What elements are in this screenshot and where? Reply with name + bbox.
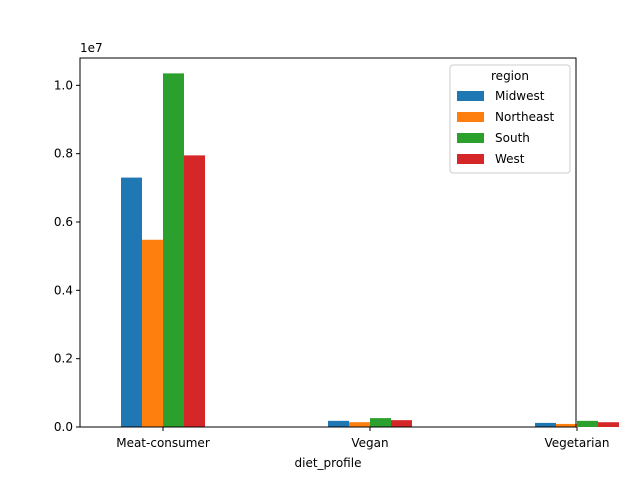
plot-frame (79, 57, 577, 428)
legend-swatch-midwest (457, 91, 484, 101)
y-tick-label: 0.6 (54, 215, 73, 229)
x-tick-label: Vegan (351, 436, 388, 450)
bar-west-vegetarian (598, 422, 619, 427)
legend-items: Midwest Northeast South West (457, 89, 555, 166)
y-offset-text: 1e7 (80, 41, 103, 55)
legend-label-west: West (495, 152, 525, 166)
legend-title: region (491, 69, 529, 83)
bar-northeast-vegan (349, 422, 370, 427)
y-tick-label: 0.0 (54, 420, 73, 434)
legend-label-midwest: Midwest (495, 89, 545, 103)
bar-northeast-meat-consumer (142, 239, 163, 427)
bar-west-vegan (391, 420, 412, 427)
legend-swatch-west (457, 154, 484, 164)
x-axis-label: diet_profile (295, 456, 362, 470)
legend-swatch-northeast (457, 112, 484, 122)
y-tick-label: 0.8 (54, 147, 73, 161)
bars-group (121, 73, 619, 427)
legend-swatch-south (457, 133, 484, 143)
x-tick-label: Meat-consumer (116, 436, 210, 450)
bar-northeast-vegetarian (556, 423, 577, 427)
bar-midwest-meat-consumer (121, 177, 142, 427)
bar-south-vegetarian (577, 420, 598, 427)
legend-label-northeast: Northeast (495, 110, 555, 124)
bar-south-meat-consumer (163, 73, 184, 427)
legend-label-south: South (495, 131, 530, 145)
x-tick-label: Vegetarian (545, 436, 610, 450)
y-tick-label: 0.4 (54, 283, 73, 297)
y-tick-label: 0.2 (54, 352, 73, 366)
x-axis: Meat-consumer Vegan Vegetarian (116, 427, 609, 450)
y-tick-label: 1.0 (54, 78, 73, 92)
y-axis: 0.0 0.2 0.4 0.6 0.8 1.0 (54, 78, 80, 434)
bar-south-vegan (370, 418, 391, 427)
legend: region Midwest Northeast South West (449, 64, 571, 174)
bar-west-meat-consumer (184, 155, 205, 427)
bar-midwest-vegan (328, 420, 349, 427)
bar-midwest-vegetarian (535, 422, 556, 427)
